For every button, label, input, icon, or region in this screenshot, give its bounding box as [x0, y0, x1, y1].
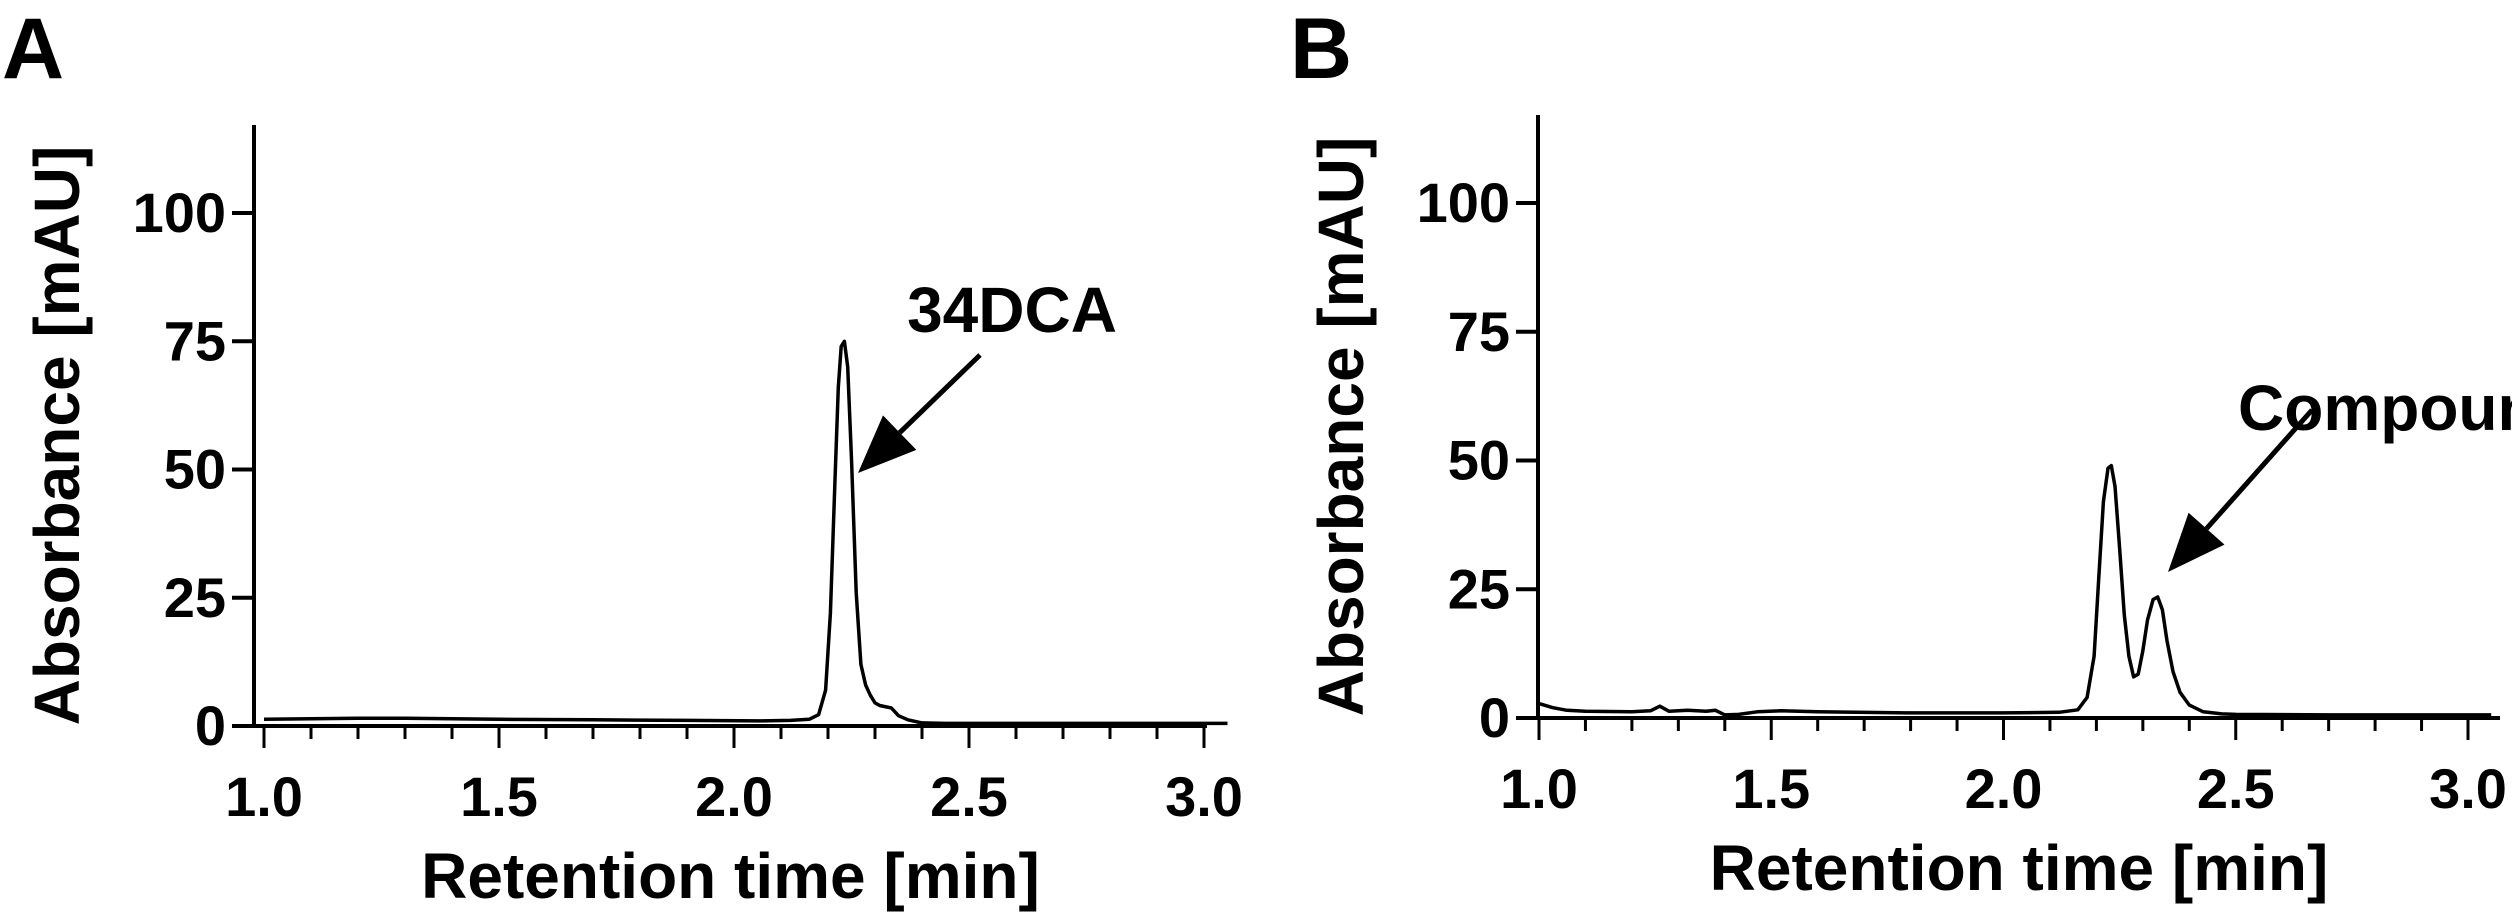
y-tick-label: 0 [195, 694, 226, 757]
x-tick-label: 2.5 [2197, 757, 2275, 820]
y-tick-label: 25 [1448, 557, 1510, 620]
panel-label: B [1290, 1, 1352, 97]
y-tick-label: 50 [1448, 429, 1510, 492]
chart-panel-b: 1.0 1.5 2.0 2.5 3.0 0 25 50 75 100 Retention time … [1290, 1, 2512, 904]
x-tick-label: 3.0 [2429, 757, 2507, 820]
x-tick-label: 1.5 [1732, 757, 1810, 820]
x-axis-title: Retention time [min] [1710, 832, 2329, 904]
chromatogram-trace [263, 339, 1228, 726]
annotation-arrow-shaft [897, 353, 982, 435]
y-tick-label: 75 [164, 309, 226, 372]
panel-label: A [2, 1, 64, 97]
y-tick-label: 100 [1417, 171, 1510, 234]
y-tick-label: 75 [1448, 300, 1510, 363]
annotation-label: 34DCA [907, 274, 1117, 346]
x-axis-title: Retention time [min] [421, 840, 1040, 912]
x-tick-label: 3.0 [1165, 765, 1243, 828]
x-tick-label: 1.0 [225, 765, 303, 828]
y-tick-label: 0 [1479, 686, 1510, 749]
x-tick-label: 1.5 [460, 765, 538, 828]
y-tick-label: 25 [164, 566, 226, 629]
x-tick-label: 1.0 [1500, 757, 1578, 820]
annotation-arrow-head [858, 415, 917, 473]
chart-panel-a: 1.0 1.5 2.0 2.5 3.0 0 25 50 75 100 Retention time … [2, 1, 1243, 912]
y-tick-label: 100 [133, 181, 226, 244]
x-tick-label: 2.0 [1965, 757, 2043, 820]
y-axis-title: Absorbance [mAU] [21, 146, 93, 726]
y-axis-title: Absorbance [mAU] [1305, 137, 1377, 717]
x-tick-label: 2.0 [695, 765, 773, 828]
annotation-label: Compound I [2238, 372, 2512, 444]
annotation-arrow-shaft [2204, 408, 2314, 531]
y-tick-label: 50 [164, 438, 226, 501]
x-tick-label: 2.5 [930, 765, 1008, 828]
chromatogram-trace [1538, 463, 2492, 717]
annotation-arrow-head [2168, 512, 2225, 572]
